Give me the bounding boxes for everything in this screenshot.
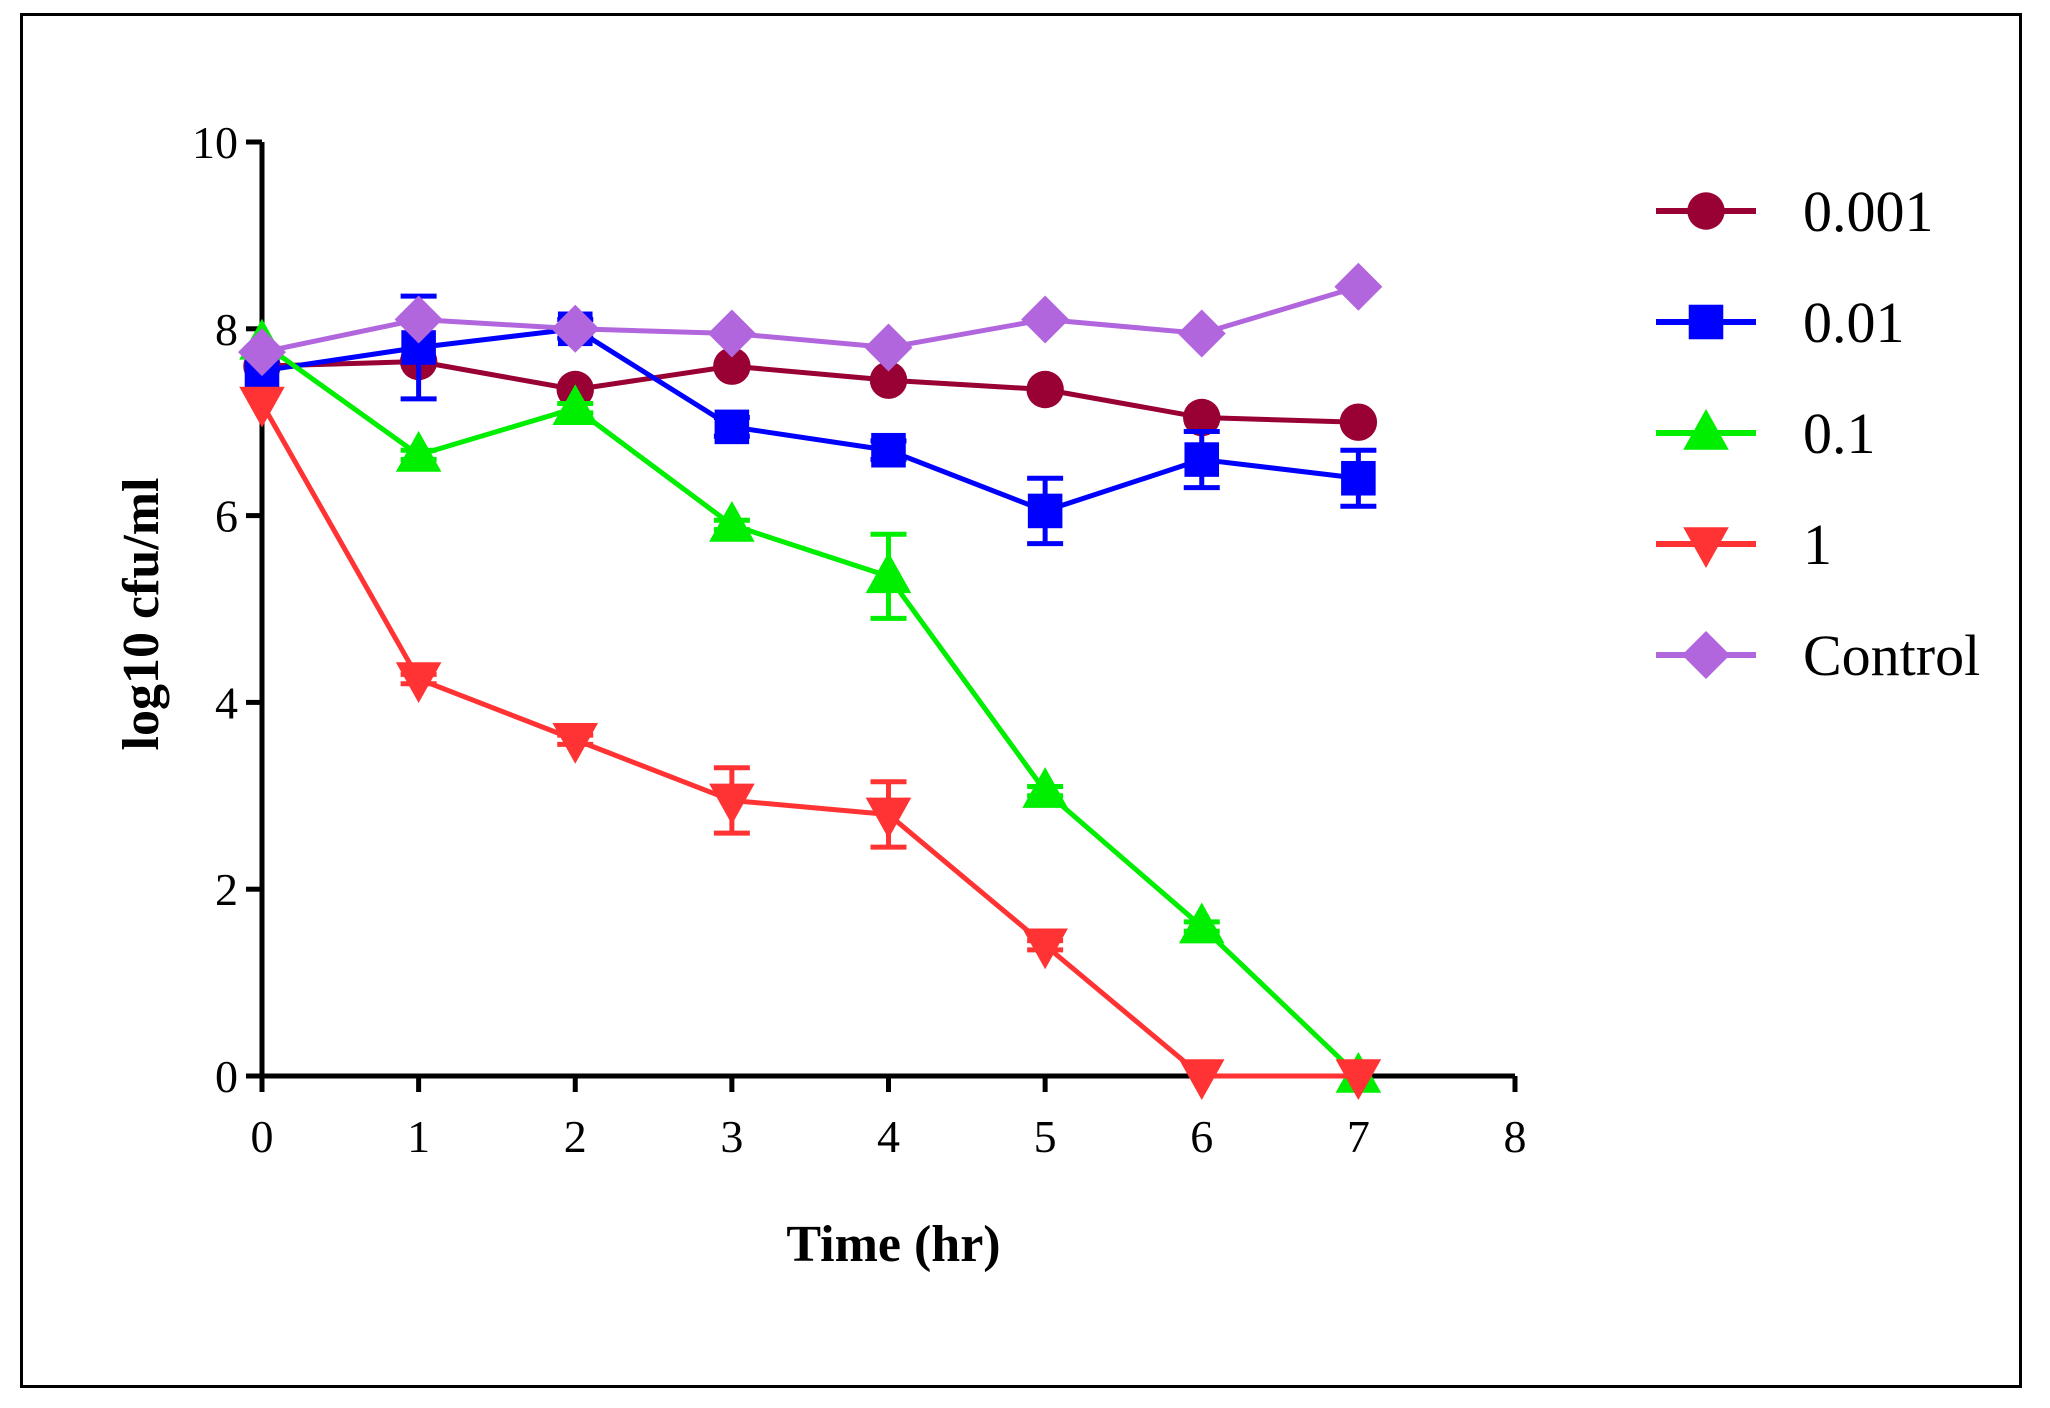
series-line <box>261 326 1359 514</box>
y-tick-label: 8 <box>215 304 238 355</box>
marker-circle <box>1687 192 1725 230</box>
y-tick-label: 2 <box>215 864 238 915</box>
marker-circle <box>1183 398 1221 437</box>
x-tick-label: 4 <box>877 1111 900 1162</box>
axes: 0 2 4 6 8 10 0 1 2 3 4 5 6 7 8 <box>192 117 1527 1162</box>
x-tick-label: 1 <box>407 1111 430 1162</box>
marker-triangle-down <box>709 783 755 825</box>
marker-diamond <box>1021 295 1070 344</box>
x-tick-label: 0 <box>251 1111 274 1162</box>
marker-square <box>1341 460 1376 496</box>
y-tick-label: 6 <box>215 491 238 542</box>
legend-item: 1 <box>1656 512 1832 577</box>
marker-triangle-up <box>709 500 755 542</box>
marker-diamond <box>707 309 756 358</box>
marker-triangle-up <box>865 552 912 594</box>
series-control <box>238 262 1383 377</box>
marker-diamond <box>1177 309 1226 358</box>
series-line <box>259 402 1359 1079</box>
marker-triangle-up <box>395 430 442 472</box>
x-tick-label: 2 <box>564 1111 587 1162</box>
legend-item: 0.1 <box>1656 401 1876 466</box>
y-tick-label: 4 <box>215 677 238 728</box>
marker-triangle-down <box>1335 1059 1382 1100</box>
x-tick-label: 5 <box>1034 1111 1057 1162</box>
x-axis-title: Time (hr) <box>786 1216 1000 1273</box>
marker-circle <box>869 361 908 399</box>
legend-label: 1 <box>1803 512 1832 577</box>
y-axis-title: log10 cfu/ml <box>113 478 170 751</box>
marker-diamond <box>1682 631 1730 679</box>
marker-circle <box>1026 370 1064 409</box>
marker-square <box>1688 304 1724 340</box>
marker-square <box>871 432 906 468</box>
legend-item: 0.01 <box>1656 290 1905 355</box>
marker-triangle-down <box>1022 928 1068 970</box>
marker-square <box>1184 442 1220 477</box>
legend: 0.001 0.01 0.1 1 Control <box>1656 179 1980 688</box>
x-tick-label: 6 <box>1190 1111 1213 1162</box>
marker-triangle-down <box>239 386 285 428</box>
marker-diamond <box>864 323 913 372</box>
legend-item: Control <box>1656 623 1980 688</box>
series-layer <box>238 262 1383 1100</box>
marker-diamond <box>1334 262 1383 311</box>
legend-label: 0.01 <box>1803 290 1905 355</box>
marker-triangle-down <box>1178 1059 1225 1100</box>
marker-triangle-down <box>552 722 599 764</box>
marker-triangle-down <box>1683 527 1729 568</box>
series-line <box>260 340 1361 1078</box>
y-tick-label: 0 <box>215 1051 238 1102</box>
marker-triangle-up <box>1683 409 1729 450</box>
x-tick-label: 8 <box>1504 1111 1527 1162</box>
marker-triangle-up <box>1022 767 1068 808</box>
x-tick-label: 3 <box>720 1111 743 1162</box>
marker-diamond <box>394 295 443 344</box>
series-line <box>261 284 1360 355</box>
marker-circle <box>1339 403 1378 441</box>
legend-item: 0.001 <box>1656 179 1934 244</box>
marker-triangle-down <box>395 662 442 704</box>
series-line <box>261 358 1359 425</box>
marker-diamond <box>238 328 286 377</box>
marker-triangle-up <box>1178 902 1225 944</box>
series-0-1 <box>239 318 1382 1093</box>
marker-circle <box>713 347 751 385</box>
marker-square <box>714 409 750 445</box>
legend-label: Control <box>1803 623 1980 688</box>
legend-label: 0.001 <box>1803 179 1934 244</box>
marker-triangle-down <box>865 797 912 839</box>
legend-label: 0.1 <box>1803 401 1876 466</box>
chart: 0 2 4 6 8 10 0 1 2 3 4 5 6 7 8 0.001 0.01 0.1 1 Control Ti… <box>113 117 1980 1273</box>
x-tick-label: 7 <box>1347 1111 1370 1162</box>
chart-frame: 0 2 4 6 8 10 0 1 2 3 4 5 6 7 8 0.001 0.01 0.1 1 Control Ti… <box>20 13 2022 1388</box>
marker-diamond <box>551 304 600 353</box>
series-1 <box>239 386 1382 1100</box>
marker-triangle-up <box>552 384 599 425</box>
y-tick-label: 10 <box>192 117 238 168</box>
marker-square <box>1027 493 1063 529</box>
